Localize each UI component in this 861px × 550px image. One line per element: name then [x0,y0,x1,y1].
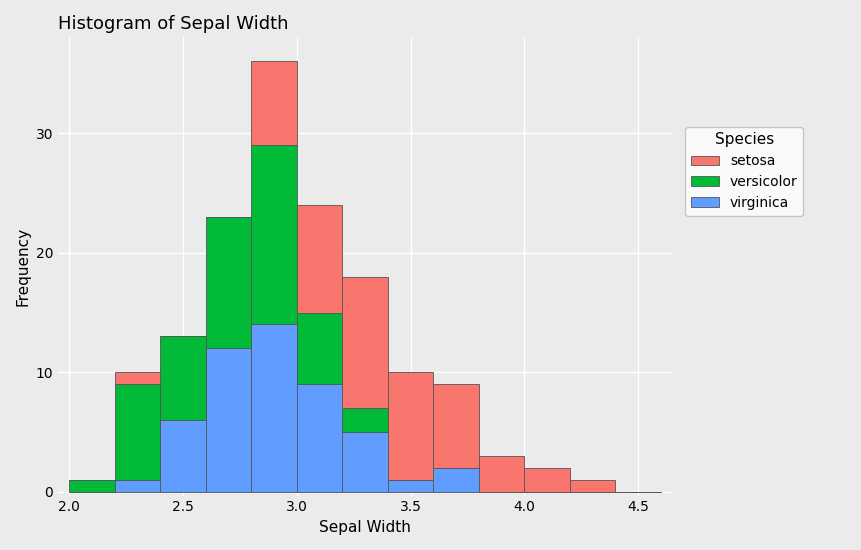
X-axis label: Sepal Width: Sepal Width [319,520,411,535]
Bar [115,372,160,384]
Bar [206,348,251,492]
Bar [160,420,206,492]
Bar [296,384,342,492]
Bar [433,384,479,468]
Bar [342,432,387,492]
Bar [523,468,569,492]
Bar [115,480,160,492]
Bar [479,456,523,492]
Bar [160,337,206,420]
Text: Histogram of Sepal Width: Histogram of Sepal Width [58,15,288,33]
Bar [296,205,342,312]
Bar [251,61,296,145]
Y-axis label: Frequency: Frequency [15,227,30,306]
Bar [251,145,296,324]
Bar [387,480,433,492]
Legend: setosa, versicolor, virginica: setosa, versicolor, virginica [684,126,802,216]
Bar [433,468,479,492]
Bar [115,384,160,480]
Bar [569,480,615,492]
Bar [296,312,342,384]
Bar [387,372,433,480]
Bar [342,408,387,432]
Bar [342,277,387,408]
Bar [251,324,296,492]
Bar [70,480,115,492]
Bar [206,217,251,348]
